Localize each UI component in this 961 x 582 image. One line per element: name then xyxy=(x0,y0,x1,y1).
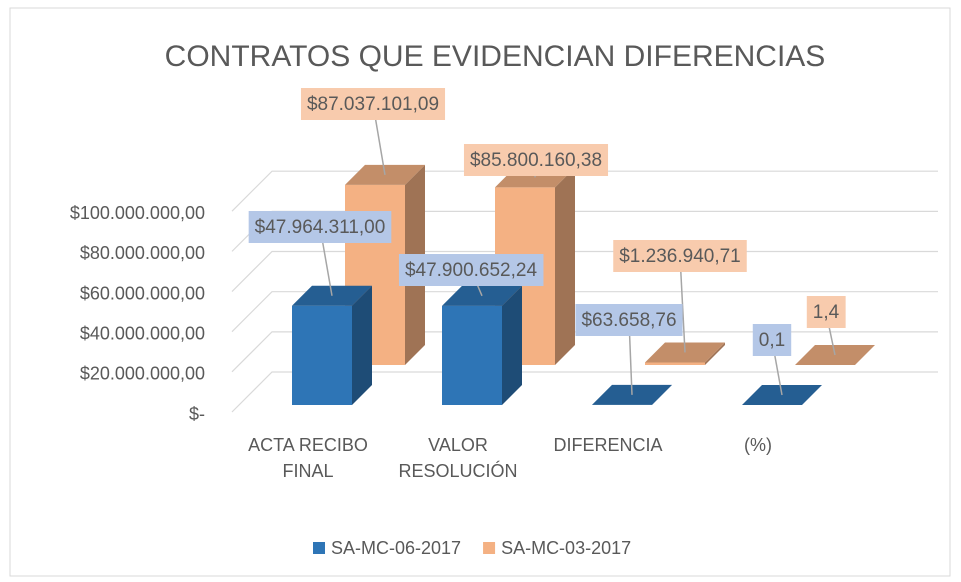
x-tick-label: DIFERENCIA xyxy=(553,435,663,455)
bar xyxy=(645,362,705,365)
bar xyxy=(442,305,502,405)
y-tick-label: $80.000.000,00 xyxy=(80,243,205,263)
bar-side xyxy=(705,342,725,365)
x-tick-label: (%) xyxy=(744,435,772,455)
legend-swatch xyxy=(483,542,496,554)
value-label-bg xyxy=(613,240,747,272)
grid-line xyxy=(231,291,938,333)
legend-label: SA-MC-03-2017 xyxy=(501,538,631,558)
value-label: $1.236.940,71 xyxy=(619,246,741,267)
value-label: $63.658,76 xyxy=(581,310,676,331)
value-label-bg xyxy=(806,296,846,328)
legend-swatch xyxy=(313,542,325,554)
value-label: $87.037.101,09 xyxy=(307,94,439,115)
bar-side xyxy=(352,285,372,405)
value-label-bg xyxy=(463,144,609,176)
value-label: 0,1 xyxy=(759,330,785,351)
y-tick-label: $- xyxy=(189,404,205,424)
value-label-bg xyxy=(398,254,544,286)
grid-line xyxy=(231,371,938,413)
x-tick-label: ACTA RECIBO FINAL xyxy=(248,435,368,481)
value-label: 1,4 xyxy=(813,302,840,323)
legend-label: SA-MC-06-2017 xyxy=(331,538,461,558)
y-tick-label: $60.000.000,00 xyxy=(80,283,205,303)
bar xyxy=(292,305,352,405)
y-tick-label: $20.000.000,00 xyxy=(80,364,205,384)
value-label-bg xyxy=(575,304,683,336)
bar-side xyxy=(502,285,522,405)
chart-title: CONTRATOS QUE EVIDENCIAN DIFERENCIAS xyxy=(165,40,826,73)
bar-side xyxy=(555,167,575,365)
value-label: $47.900.652,24 xyxy=(405,260,538,281)
value-label: $47.964.311,00 xyxy=(255,217,386,238)
bar-side xyxy=(652,384,672,405)
grid-line xyxy=(231,170,938,212)
value-label-bg xyxy=(248,211,392,243)
value-label-bg xyxy=(752,324,792,356)
x-tick-label: VALOR RESOLUCIÓN xyxy=(398,435,518,481)
value-label-bg xyxy=(300,88,446,120)
y-tick-label: $100.000.000,00 xyxy=(70,203,205,223)
grid-line xyxy=(231,331,938,373)
y-tick-label: $40.000.000,00 xyxy=(80,323,205,343)
value-label: $85.800.160,38 xyxy=(470,150,602,171)
